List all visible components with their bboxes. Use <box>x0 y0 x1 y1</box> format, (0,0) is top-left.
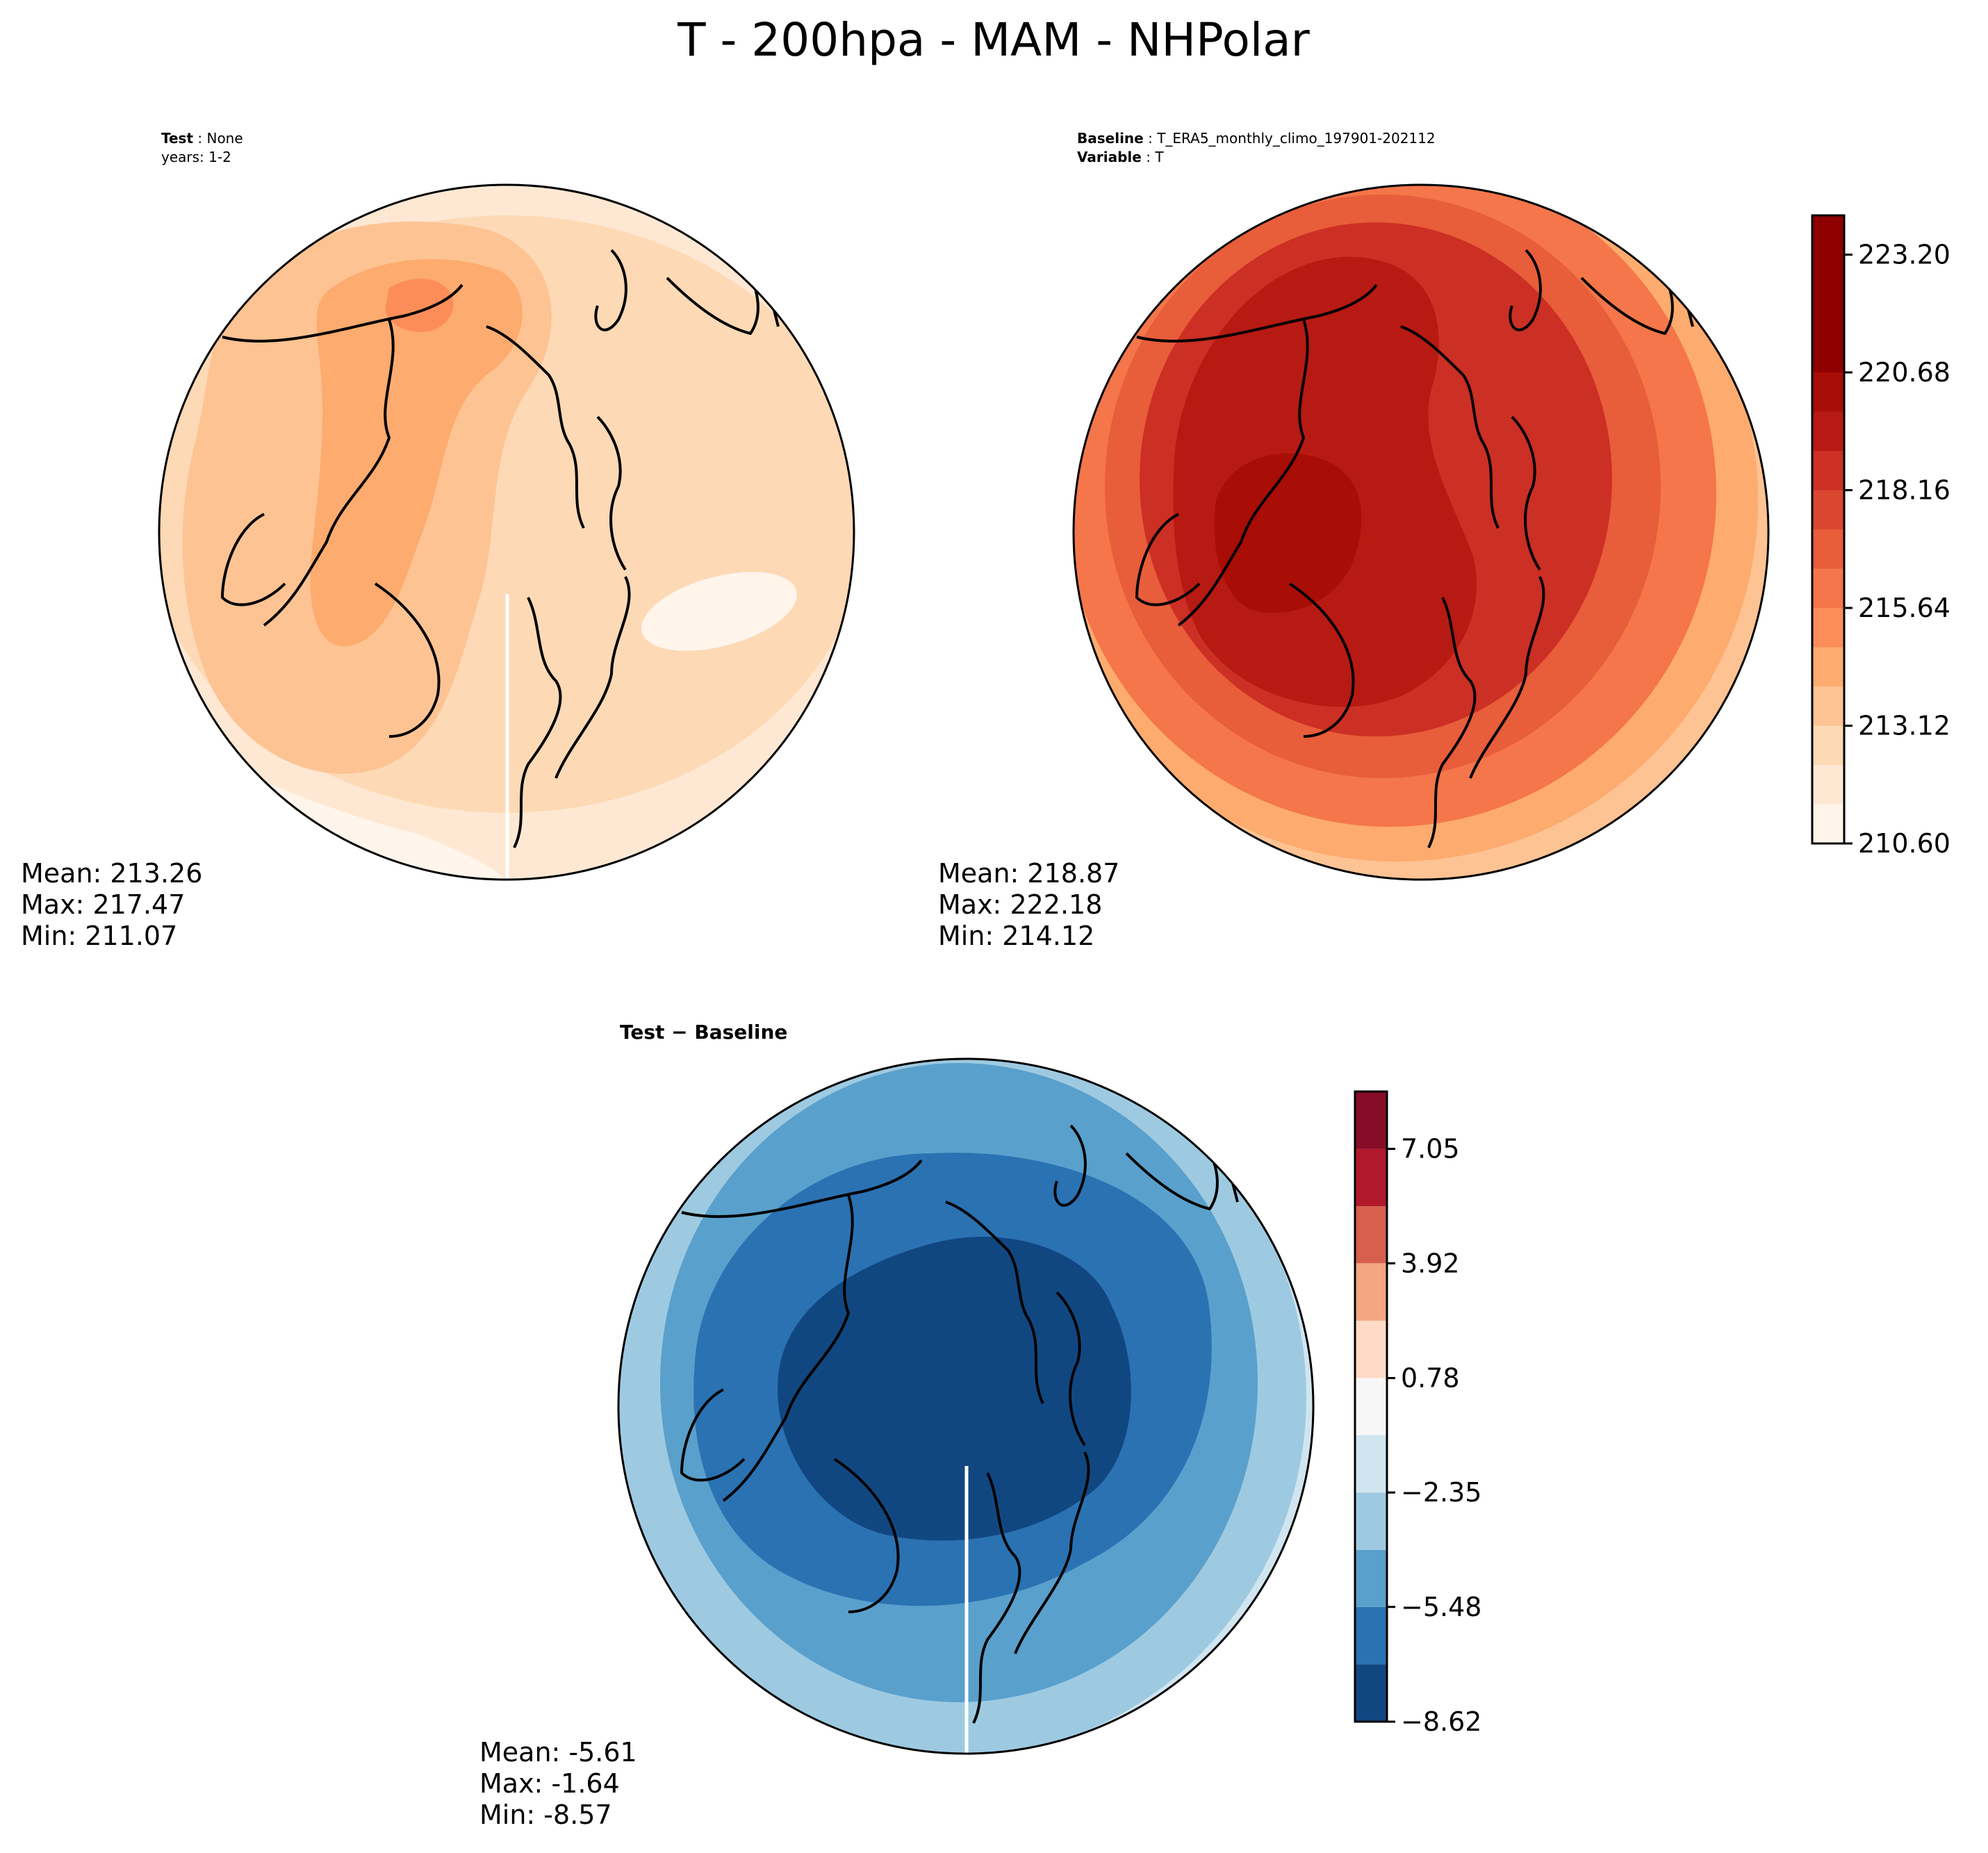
test-min: Min: 211.07 <box>21 921 177 951</box>
temperature-colorbar-tick-label: 218.16 <box>1858 475 1950 506</box>
baseline-header-value: T_ERA5_monthly_climo_197901-202112 <box>1156 130 1435 147</box>
temperature-colorbar-segment <box>1812 333 1844 372</box>
difference-panel-header: Test − Baseline <box>620 1021 787 1044</box>
temperature-colorbar-segment <box>1812 804 1844 843</box>
temperature-colorbar-segment <box>1812 254 1844 294</box>
difference-colorbar-segment <box>1355 1492 1387 1550</box>
baseline-map <box>1072 183 1770 881</box>
test-header-sep: : <box>197 130 202 147</box>
test-coastlines <box>221 249 780 848</box>
svg-text:Baseline : T_ERA5_: Baseline : T_ERA5_monthly_climo_197901-2… <box>1077 130 1436 147</box>
temperature-colorbar-frame <box>1811 214 1846 845</box>
baseline-stats: Mean: 218.87 Max: 222.18 Min: 214.12 <box>938 858 1119 951</box>
temperature-colorbar-segment <box>1812 765 1844 805</box>
baseline-header-key: Baseline <box>1077 130 1144 147</box>
difference-mean: Mean: -5.61 <box>479 1737 637 1768</box>
difference-max: Max: -1.64 <box>479 1768 620 1799</box>
difference-colorbar-segment <box>1355 1378 1387 1435</box>
baseline-max: Max: 222.18 <box>938 889 1102 920</box>
temperature-colorbar-segment <box>1812 568 1844 608</box>
temperature-colorbar-segment <box>1812 647 1844 686</box>
difference-colorbar-tick-label: 3.92 <box>1401 1248 1460 1278</box>
test-mean: Mean: 213.26 <box>21 858 202 889</box>
difference-colorbar-segment <box>1355 1549 1387 1607</box>
baseline-variable-sep: : <box>1146 149 1151 165</box>
test-header-years: years: 1-2 <box>161 149 231 165</box>
difference-field-band <box>778 1237 1131 1541</box>
difference-colorbar-segment <box>1355 1664 1387 1722</box>
difference-min: Min: -8.57 <box>479 1800 612 1830</box>
temperature-colorbar-segment <box>1812 215 1844 255</box>
baseline-field-band <box>1214 453 1362 613</box>
difference-colorbar-tick-label: 7.05 <box>1401 1134 1460 1164</box>
figure-title: T - 200hpa - MAM - NHPolar <box>677 13 1310 67</box>
difference-colorbar-tick-label: 0.78 <box>1401 1362 1460 1393</box>
temperature-colorbar-segment <box>1812 608 1844 648</box>
difference-colorbar-segment <box>1355 1606 1387 1665</box>
test-panel-header: Test : None years: 1-2 <box>161 130 243 165</box>
baseline-panel-header: Baseline : T_ERA5_monthly_climo_197901-2… <box>1077 130 1436 165</box>
test-header-value: None <box>206 130 243 147</box>
temperature-colorbar-segment <box>1812 529 1844 569</box>
difference-colorbar-segment <box>1355 1206 1387 1264</box>
svg-text:Variable : T: Variable : T <box>1077 149 1164 165</box>
temperature-colorbar-segment <box>1812 294 1844 333</box>
difference-colorbar-segment <box>1355 1263 1387 1321</box>
baseline-min: Min: 214.12 <box>938 921 1094 951</box>
temperature-colorbar-segment <box>1812 451 1844 491</box>
test-field-band <box>385 279 454 333</box>
temperature-colorbar-tick-label: 223.20 <box>1858 240 1950 270</box>
baseline-mean: Mean: 218.87 <box>938 858 1119 889</box>
temperature-colorbar-segment <box>1812 686 1844 726</box>
test-map <box>158 183 855 881</box>
temperature-colorbar: 210.60 213.12 215.64 218.16 220.68 223.20 <box>1811 214 1950 859</box>
test-stats: Mean: 213.26 Max: 217.47 Min: 211.07 <box>21 858 202 951</box>
difference-colorbar-segment <box>1355 1320 1387 1378</box>
difference-map-border <box>617 1057 1315 1755</box>
difference-colorbar-segment <box>1355 1435 1387 1493</box>
temperature-colorbar-tick-label: 215.64 <box>1858 593 1950 623</box>
temperature-colorbar-tick-label: 210.60 <box>1858 828 1950 859</box>
temperature-colorbar-segment <box>1812 725 1844 765</box>
difference-colorbar: −8.62 −5.48 −2.35 0.78 3.92 7.05 <box>1354 1090 1481 1737</box>
svg-text:Test : None: Test : None <box>161 130 243 147</box>
test-map-border <box>158 183 855 881</box>
difference-colorbar-segment <box>1355 1148 1387 1207</box>
temperature-colorbar-segment <box>1812 411 1844 451</box>
temperature-colorbar-segment <box>1812 372 1844 412</box>
baseline-map-border <box>1072 183 1770 881</box>
temperature-colorbar-segment <box>1812 490 1844 529</box>
difference-map <box>617 1057 1315 1755</box>
difference-colorbar-tick-label: −5.48 <box>1401 1592 1481 1622</box>
test-field-band <box>310 259 523 647</box>
test-header-key: Test <box>161 130 193 147</box>
test-max: Max: 217.47 <box>21 889 185 920</box>
difference-colorbar-tick-label: −8.62 <box>1401 1706 1481 1737</box>
baseline-header-sep: : <box>1148 130 1153 147</box>
baseline-variable-key: Variable <box>1077 149 1142 165</box>
test-field-band <box>641 572 797 651</box>
difference-colorbar-tick-label: −2.35 <box>1401 1477 1481 1508</box>
temperature-colorbar-tick-label: 220.68 <box>1858 357 1950 388</box>
difference-colorbar-segment <box>1355 1092 1387 1149</box>
baseline-variable-value: T <box>1154 149 1164 165</box>
difference-colorbar-frame <box>1354 1090 1388 1723</box>
temperature-colorbar-tick-label: 213.12 <box>1858 711 1950 741</box>
difference-stats: Mean: -5.61 Max: -1.64 Min: -8.57 <box>479 1737 637 1830</box>
